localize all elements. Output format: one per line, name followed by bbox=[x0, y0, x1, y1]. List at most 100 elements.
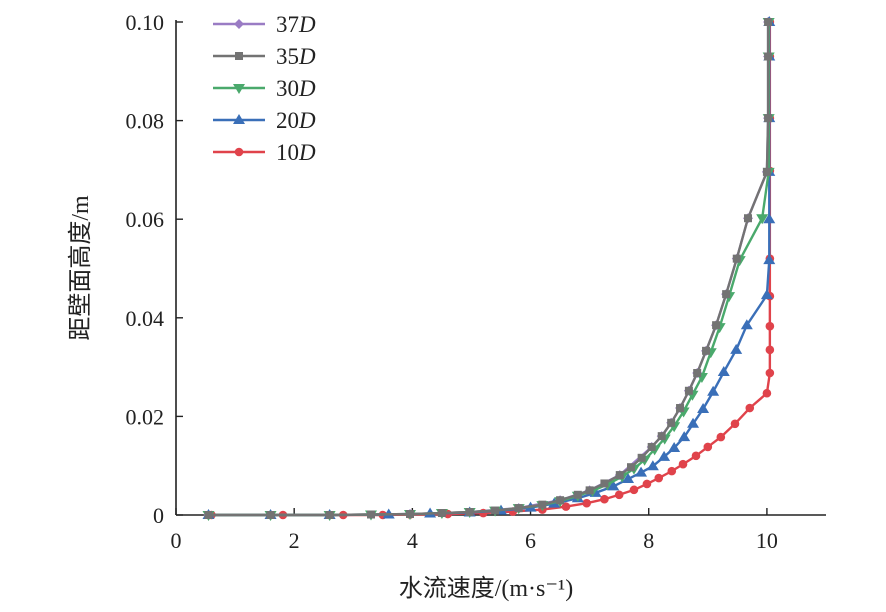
data-point-35D bbox=[744, 214, 752, 223]
data-point-35D bbox=[764, 52, 773, 61]
data-point-20D bbox=[763, 213, 776, 224]
y-tick-label: 0.10 bbox=[126, 10, 165, 35]
data-point-10D bbox=[691, 451, 701, 461]
data-point-10D bbox=[614, 490, 624, 500]
legend-label-unit: D bbox=[298, 140, 316, 165]
legend-marker-icon bbox=[235, 52, 243, 60]
data-point-35D bbox=[585, 486, 594, 495]
data-point-35D bbox=[615, 471, 624, 480]
y-tick-label: 0.06 bbox=[126, 207, 165, 232]
data-point-35D bbox=[556, 496, 565, 505]
x-tick-label: 10 bbox=[756, 528, 778, 553]
data-point-10D bbox=[716, 432, 726, 442]
data-point-35D bbox=[600, 479, 609, 488]
data-point-35D bbox=[538, 500, 547, 509]
data-point-35D bbox=[762, 167, 771, 176]
legend-label-unit: D bbox=[298, 108, 316, 133]
data-point-20D bbox=[646, 460, 659, 471]
legend-label-number: 10 bbox=[276, 140, 299, 165]
data-point-35D bbox=[637, 453, 646, 462]
legend-item-20D: 20D bbox=[213, 108, 316, 133]
legend-marker-icon bbox=[233, 84, 245, 94]
data-point-20D bbox=[740, 319, 753, 330]
data-point-10D bbox=[730, 419, 740, 429]
data-point-10D bbox=[678, 459, 688, 469]
legend-label: 35D bbox=[276, 44, 316, 69]
legend-label: 30D bbox=[276, 76, 316, 101]
y-tick-label: 0 bbox=[153, 503, 164, 528]
data-point-35D bbox=[693, 369, 702, 378]
data-point-35D bbox=[465, 508, 474, 517]
data-point-35D bbox=[712, 321, 721, 330]
x-tick-label: 0 bbox=[171, 528, 182, 553]
legend-label-unit: D bbox=[298, 44, 316, 69]
data-point-20D bbox=[635, 466, 648, 477]
x-tick-label: 4 bbox=[407, 528, 418, 553]
data-point-20D bbox=[658, 450, 671, 461]
data-point-35D bbox=[722, 290, 731, 299]
data-point-35D bbox=[627, 463, 635, 472]
data-point-10D bbox=[654, 473, 664, 483]
legend-item-35D: 35D bbox=[213, 44, 316, 69]
data-point-35D bbox=[266, 511, 275, 519]
data-point-35D bbox=[406, 510, 414, 519]
data-point-20D bbox=[707, 385, 720, 396]
x-tick-label: 8 bbox=[643, 528, 654, 553]
legend-marker-icon bbox=[234, 147, 244, 157]
data-point-35D bbox=[573, 490, 582, 499]
data-point-35D bbox=[647, 442, 656, 451]
legend-label: 37D bbox=[276, 12, 316, 37]
data-point-20D bbox=[607, 480, 620, 491]
axes: 0 2 4 6 8 10 0 0.02 0.04 0.06 0.08 0.10 bbox=[126, 10, 826, 553]
series-line-35D bbox=[208, 22, 770, 517]
data-point-20D bbox=[760, 289, 773, 300]
legend-label-number: 35 bbox=[276, 44, 299, 69]
data-point-20D bbox=[697, 403, 710, 414]
x-axis-label: 水流速度/(m·s⁻¹) bbox=[399, 575, 574, 602]
data-point-20D bbox=[717, 366, 730, 377]
data-point-35D bbox=[367, 510, 375, 519]
legend-label-unit: D bbox=[298, 12, 316, 37]
data-point-35D bbox=[657, 432, 666, 441]
data-point-10D bbox=[762, 388, 772, 398]
data-point-10D bbox=[582, 498, 591, 508]
data-point-35D bbox=[204, 511, 213, 519]
legend-label: 10D bbox=[276, 140, 316, 165]
y-tick-label: 0.02 bbox=[126, 404, 165, 429]
data-point-20D bbox=[730, 343, 743, 354]
legend-marker-icon bbox=[233, 114, 245, 124]
data-point-10D bbox=[600, 494, 609, 504]
legend-label: 20D bbox=[276, 108, 316, 133]
data-point-20D bbox=[668, 441, 681, 452]
data-point-10D bbox=[765, 345, 775, 355]
data-point-10D bbox=[561, 502, 571, 511]
data-point-35D bbox=[514, 504, 523, 513]
data-point-10D bbox=[642, 479, 652, 489]
y-tick-label: 0.08 bbox=[126, 109, 165, 134]
data-point-10D bbox=[745, 403, 755, 413]
y-axis-label: 距壁面高度/m bbox=[67, 195, 94, 341]
x-tick-label: 2 bbox=[289, 528, 300, 553]
legend-label-number: 30 bbox=[276, 76, 299, 101]
data-point-20D bbox=[622, 473, 635, 484]
data-point-35D bbox=[437, 509, 446, 518]
data-point-10D bbox=[765, 368, 775, 378]
legend-item-30D: 30D bbox=[213, 76, 316, 101]
data-point-35D bbox=[764, 18, 773, 26]
data-point-10D bbox=[629, 485, 639, 495]
data-point-10D bbox=[703, 442, 713, 452]
y-tick-label: 0.04 bbox=[126, 306, 165, 331]
data-point-35D bbox=[676, 404, 685, 413]
data-point-20D bbox=[687, 417, 700, 428]
legend-marker-icon bbox=[234, 19, 244, 29]
data-point-35D bbox=[667, 418, 676, 427]
x-tick-label: 6 bbox=[525, 528, 536, 553]
series-35D bbox=[204, 18, 773, 519]
data-point-30D bbox=[756, 214, 769, 225]
data-point-20D bbox=[678, 431, 691, 442]
legend-item-37D: 37D bbox=[213, 12, 316, 37]
legend-label-number: 20 bbox=[276, 108, 299, 133]
legend-label-number: 37 bbox=[276, 12, 299, 37]
